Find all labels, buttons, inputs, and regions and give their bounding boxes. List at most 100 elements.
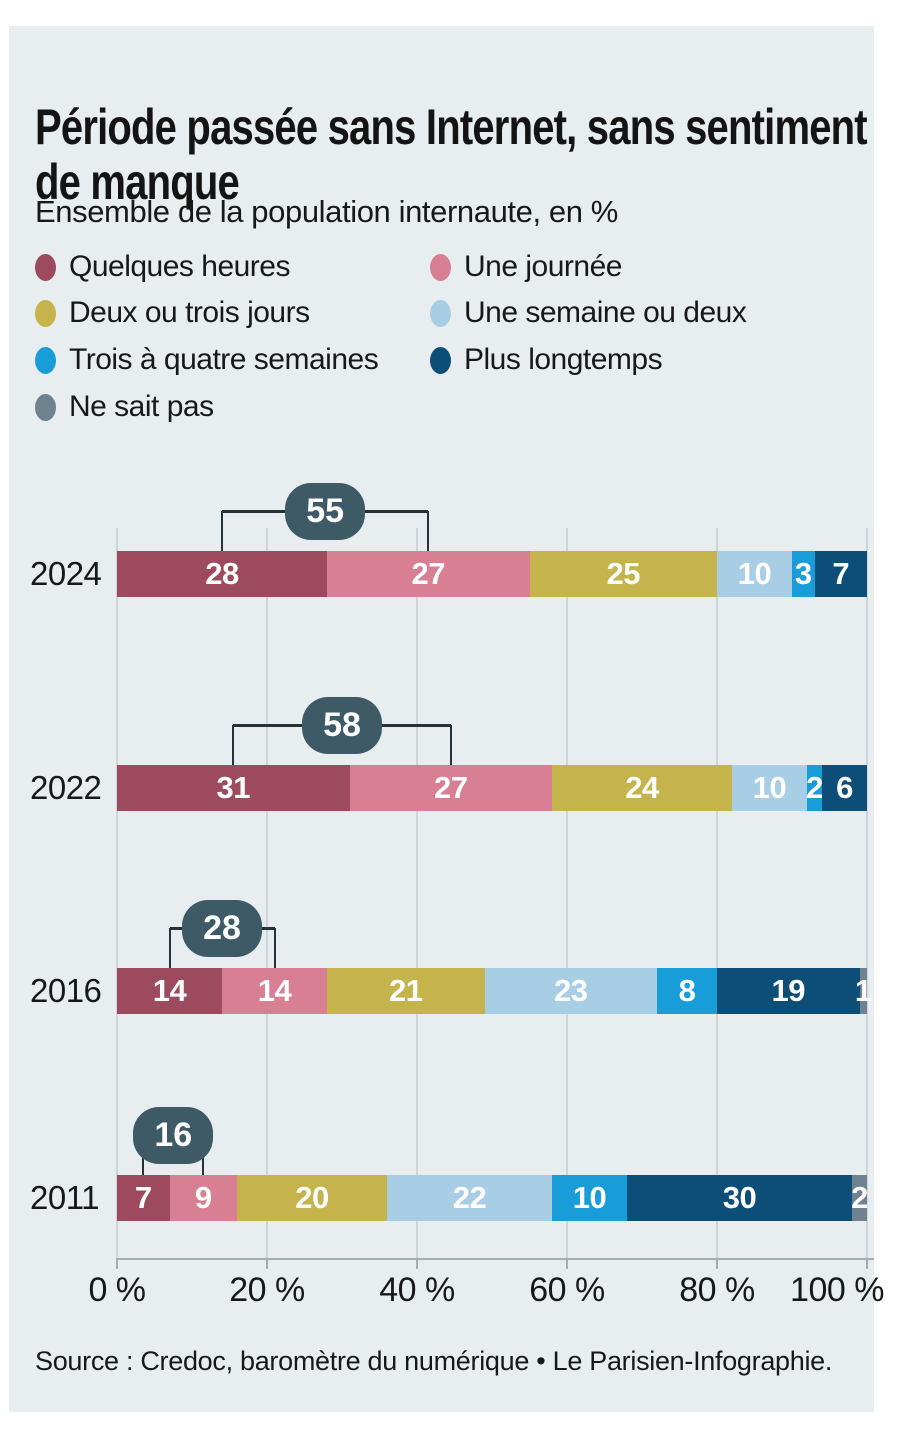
bar-segment-value: 1: [854, 973, 872, 1008]
row-label-2024: 2024: [30, 555, 102, 592]
grid-line-0%: [116, 528, 118, 1258]
callout-bracket-leg: [168, 928, 171, 968]
bar-segment-value: 24: [625, 770, 659, 805]
row-label-2011: 2011: [30, 1179, 99, 1216]
x-axis-tick: [416, 1258, 418, 1269]
chart-title: Période passée sans Internet, sans senti…: [35, 98, 868, 210]
bar-segment-value: 27: [411, 556, 446, 591]
legend-dot-icon: [430, 346, 451, 374]
bar-segment: 10: [552, 1175, 627, 1221]
legend-item-7: Ne sait pas: [35, 389, 214, 425]
legend-dot-icon: [35, 299, 56, 327]
bar-segment-value: 14: [152, 973, 187, 1008]
bar-segment: 2: [806, 765, 823, 811]
legend-item-2: Une journée: [430, 249, 622, 285]
bar-segment: 31: [117, 765, 350, 811]
legend-item-label: Une semaine ou deux: [464, 296, 747, 329]
callout-bracket-leg: [449, 725, 452, 765]
chart-title-line2: de manque: [35, 153, 240, 210]
legend-item-1: Quelques heures: [35, 249, 291, 285]
callout-bracket-leg: [221, 511, 223, 551]
callout-value: 28: [203, 909, 241, 947]
grid-line-100%: [866, 528, 868, 1258]
x-axis-tick: [716, 1258, 718, 1269]
bar-segment: 8: [657, 968, 717, 1014]
bar-segment-value: 14: [257, 973, 292, 1008]
source-note: Source : Credoc, baromètre du numérique …: [35, 1346, 833, 1376]
callout-bracket-leg: [232, 725, 235, 765]
x-axis-tick: [266, 1258, 268, 1269]
bar-segment-value: 27: [434, 770, 468, 805]
x-axis-label: 0 %: [88, 1271, 146, 1309]
bar-segment: 10: [717, 551, 792, 597]
legend-item-3: Deux ou trois jours: [35, 295, 310, 331]
bar-segment-value: 2: [851, 1180, 868, 1215]
bar-segment: 2: [851, 1175, 868, 1221]
legend-item-label: Ne sait pas: [69, 390, 214, 423]
grid-line-60%: [566, 528, 568, 1258]
x-axis-tick: [116, 1258, 118, 1269]
callout-value: 16: [154, 1116, 193, 1154]
bar-segment: 14: [222, 968, 327, 1014]
bar-segment-value: 10: [572, 1180, 607, 1215]
callout-bracket-leg: [273, 928, 276, 968]
bar-segment: 24: [552, 765, 732, 811]
legend-item-5: Trois à quatre semaines: [35, 342, 379, 378]
bar-segment: 22: [387, 1175, 552, 1221]
x-axis-label: 40 %: [379, 1271, 455, 1309]
bar-segment-value: 20: [295, 1180, 329, 1215]
bar-segment-value: 28: [205, 556, 239, 591]
legend-item-6: Plus longtemps: [430, 342, 663, 378]
callout-value: 58: [323, 706, 361, 744]
bar-segment: 7: [814, 551, 867, 597]
bar-segment: 3: [792, 551, 815, 597]
bar-segment: 9: [169, 1175, 237, 1221]
bar-segment-value: 22: [452, 1180, 487, 1215]
x-axis-line: [117, 1258, 874, 1260]
bar-segment: 30: [627, 1175, 852, 1221]
legend-item-4: Une semaine ou deux: [430, 295, 747, 331]
grid-line-40%: [416, 528, 418, 1258]
bar-segment-value: 10: [737, 556, 772, 591]
callout-value: 55: [306, 492, 345, 530]
bar-segment: 19: [717, 968, 860, 1014]
row-label-2022: 2022: [30, 769, 102, 806]
legend-item-label: Quelques heures: [69, 250, 291, 283]
legend-item-label: Une journée: [464, 250, 622, 283]
legend-item-label: Trois à quatre semaines: [69, 343, 379, 376]
legend-dot-icon: [430, 299, 451, 327]
bar-segment: 10: [732, 765, 807, 811]
legend-dot-icon: [35, 253, 56, 281]
grid-line-20%: [266, 528, 268, 1258]
bar-segment-value: 9: [194, 1180, 212, 1215]
bar-segment: 28: [117, 551, 327, 597]
bar-segment-value: 19: [771, 973, 806, 1008]
x-axis-label: 80 %: [679, 1271, 755, 1309]
bar-segment-value: 7: [832, 556, 850, 591]
bar-segment: 14: [117, 968, 222, 1014]
callout-bubble-2024: 55: [285, 483, 366, 540]
chart-subtitle: Ensemble de la population internaute, en…: [35, 194, 618, 229]
bar-segment: 27: [327, 551, 530, 597]
bar-segment: 27: [349, 765, 552, 811]
x-axis-tick: [866, 1258, 868, 1269]
callout-bubble-2022: 58: [302, 697, 382, 754]
bar-segment: 23: [484, 968, 657, 1014]
bar-segment: 6: [822, 765, 867, 811]
legend-dot-icon: [430, 253, 451, 281]
bar-segment: 1: [855, 968, 872, 1014]
x-axis-label: 100 %: [790, 1271, 884, 1309]
row-label-2016: 2016: [30, 972, 102, 1009]
callout-bubble-2016: 28: [182, 900, 262, 957]
grid-line-80%: [716, 528, 718, 1258]
bar-segment: 25: [529, 551, 717, 597]
x-axis-label: 20 %: [229, 1271, 305, 1309]
chart-title-line1: Période passée sans Internet, sans senti…: [35, 98, 868, 155]
bar-segment-value: 31: [216, 770, 251, 805]
legend-dot-icon: [35, 393, 56, 421]
bar-segment-value: 8: [678, 973, 696, 1008]
legend-dot-icon: [35, 346, 56, 374]
bar-segment-value: 7: [134, 1180, 152, 1215]
